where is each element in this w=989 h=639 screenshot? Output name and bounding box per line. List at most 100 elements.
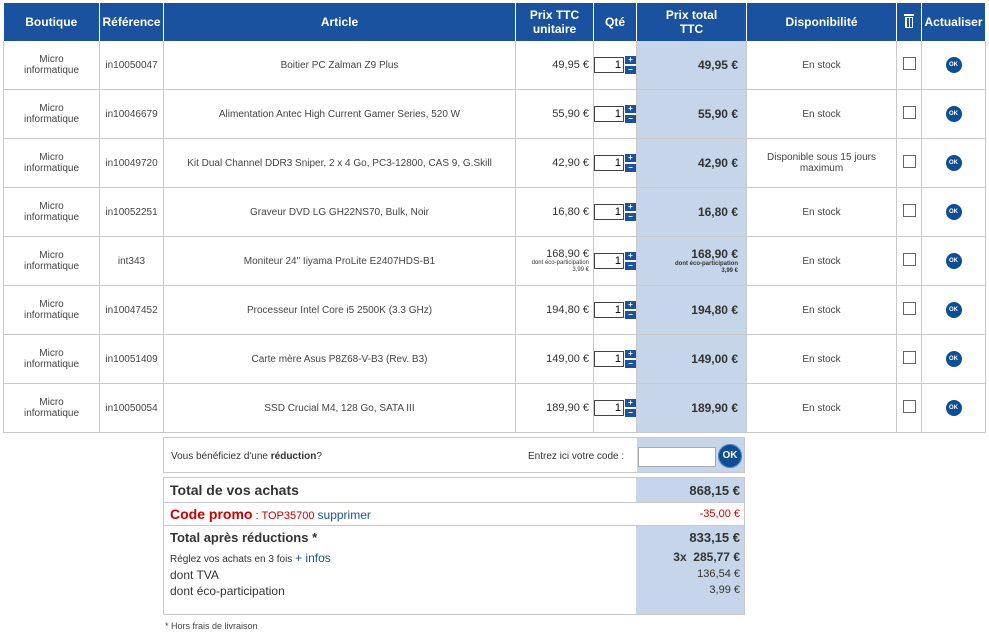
quantity-input[interactable] (594, 302, 624, 318)
quantity-input[interactable] (594, 106, 624, 122)
plus-icon[interactable]: + (625, 399, 636, 407)
minus-icon[interactable]: − (625, 164, 636, 172)
promo-code-input[interactable] (638, 447, 716, 467)
cell-boutique: Micro informatique (3, 334, 100, 384)
cell-boutique: Micro informatique (3, 138, 100, 188)
cell-total-price: 149,00 € (636, 334, 747, 384)
header-delete (896, 3, 922, 41)
divider (164, 502, 744, 503)
refresh-ok-button[interactable]: OK (945, 253, 962, 269)
total-price: 55,90 € (697, 107, 738, 121)
boutique-label: informatique (23, 212, 80, 223)
quantity-stepper: + − (594, 104, 636, 124)
delete-checkbox[interactable] (902, 106, 916, 119)
eco-participation-value: 3,99 € (709, 584, 740, 596)
minus-icon[interactable]: − (625, 311, 636, 319)
plus-icon[interactable]: + (625, 105, 636, 113)
boutique-label: Micro (39, 103, 64, 114)
cell-quantity: + − (593, 89, 637, 139)
delete-checkbox[interactable] (902, 57, 916, 70)
cart-row: Micro informatique in10050047 Boitier PC … (3, 41, 986, 90)
boutique-label: Micro (39, 299, 64, 310)
tva-label: dont TVA (170, 568, 219, 582)
unit-price: 49,95 € (552, 59, 589, 71)
cart-row: Micro informatique in10046679 Alimentatio… (3, 89, 986, 139)
refresh-ok-button[interactable]: OK (945, 155, 962, 171)
minus-icon[interactable]: − (625, 360, 636, 368)
reduction-text-before: Vous bénéficiez d'une (171, 451, 271, 462)
delete-checkbox[interactable] (902, 253, 916, 266)
quantity-input[interactable] (594, 57, 624, 73)
refresh-ok-button[interactable]: OK (945, 351, 962, 367)
boutique-label: informatique (23, 261, 80, 272)
tva-value: 136,54 € (697, 568, 740, 580)
minus-icon[interactable]: − (625, 409, 636, 417)
eco-label: dont éco-participation (531, 260, 589, 266)
eco-label: dont éco-participation (675, 261, 738, 267)
promo-value-bg (636, 503, 744, 525)
plus-icon[interactable]: + (625, 301, 636, 309)
promo-value: -35,00 € (699, 508, 740, 520)
minus-icon[interactable]: − (625, 262, 636, 270)
cell-delete (896, 236, 922, 286)
cell-reference: in10051409 (99, 334, 164, 384)
delete-checkbox[interactable] (902, 155, 916, 168)
cart-row: Micro informatique in10049720 Kit Dual Ch… (3, 138, 986, 188)
total-after-reductions-label: Total après réductions * (170, 530, 318, 545)
plus-icon[interactable]: + (625, 154, 636, 162)
unit-price: 189,90 € (546, 402, 589, 414)
cell-boutique: Micro informatique (3, 187, 100, 237)
delete-checkbox[interactable] (902, 302, 916, 315)
total-purchases-value: 868,15 € (689, 483, 740, 498)
quantity-input[interactable] (594, 351, 624, 367)
trash-icon (904, 14, 914, 28)
eco-participation-note: dont éco-participation 3,99 € (637, 261, 738, 275)
refresh-ok-button[interactable]: OK (945, 302, 962, 318)
delete-checkbox[interactable] (902, 204, 916, 217)
promo-remove-link[interactable]: supprimer (317, 508, 371, 522)
minus-icon[interactable]: − (625, 213, 636, 221)
installments-value: 3x 285,77 € (673, 550, 740, 564)
cell-quantity: + − (593, 334, 637, 384)
cell-total-price: 16,80 € (636, 187, 747, 237)
delete-checkbox[interactable] (902, 400, 916, 413)
unit-price: 16,80 € (552, 206, 589, 218)
cell-total-price: 55,90 € (636, 89, 747, 139)
refresh-ok-button[interactable]: OK (945, 106, 962, 122)
header-availability: Disponibilité (746, 3, 897, 41)
refresh-ok-button[interactable]: OK (945, 204, 962, 220)
plus-icon[interactable]: + (625, 252, 636, 260)
quantity-input[interactable] (594, 204, 624, 220)
cell-unit-price: 42,90 € (515, 138, 594, 188)
boutique-label: Micro (39, 152, 64, 163)
cell-reference: in10050047 (99, 41, 164, 90)
refresh-ok-button[interactable]: OK (945, 57, 962, 73)
total-price: 149,00 € (691, 352, 738, 366)
quantity-input[interactable] (594, 155, 624, 171)
minus-icon[interactable]: − (625, 115, 636, 123)
cell-boutique: Micro informatique (3, 383, 100, 433)
reduction-panel: Vous bénéficiez d'une réduction? Entrez … (163, 437, 745, 473)
installments-info-link[interactable]: + infos (295, 551, 331, 565)
plus-icon[interactable]: + (625, 203, 636, 211)
apply-code-button[interactable]: OK (718, 444, 742, 468)
cell-delete (896, 89, 922, 139)
quantity-input[interactable] (594, 253, 624, 269)
quantity-input[interactable] (594, 400, 624, 416)
cell-refresh: OK (921, 334, 986, 384)
cell-availability: Disponible sous 15 jours maximum (746, 138, 897, 188)
plus-icon[interactable]: + (625, 350, 636, 358)
refresh-ok-button[interactable]: OK (945, 400, 962, 416)
cell-article: Kit Dual Channel DDR3 Sniper, 2 x 4 Go, … (163, 138, 516, 188)
header-quantity: Qté (593, 3, 637, 41)
quantity-steps: + − (625, 349, 636, 369)
cell-reference: in10047452 (99, 285, 164, 335)
minus-icon[interactable]: − (625, 66, 636, 74)
delete-checkbox[interactable] (902, 351, 916, 364)
total-price: 49,95 € (697, 58, 738, 72)
cell-boutique: Micro informatique (3, 236, 100, 286)
cell-refresh: OK (921, 236, 986, 286)
plus-icon[interactable]: + (625, 56, 636, 64)
promo-line: Code promo : TOP35700 supprimer (170, 506, 371, 522)
cell-refresh: OK (921, 187, 986, 237)
